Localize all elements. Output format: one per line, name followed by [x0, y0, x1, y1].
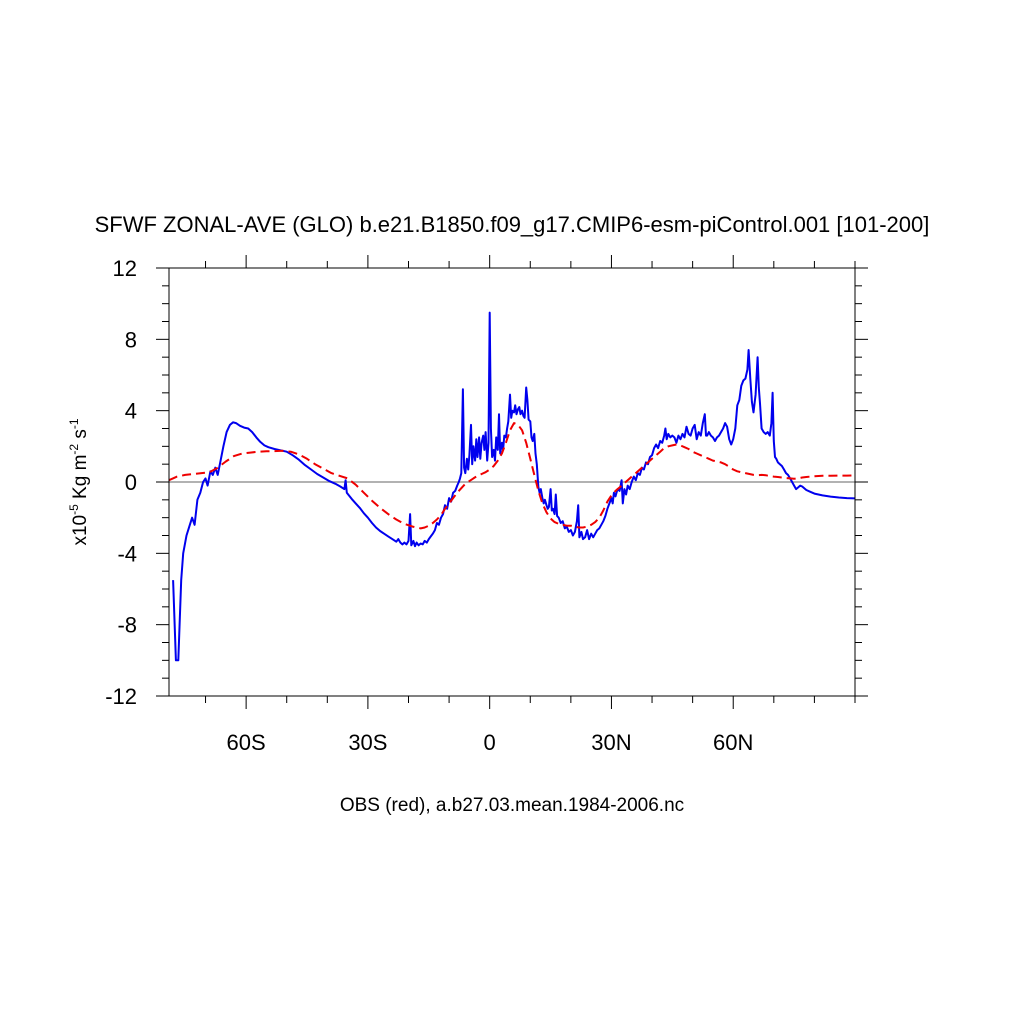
tick-layer: 60S 30S 0 30N 60N 12 8 4 0 -4 -8 -12 — [105, 255, 868, 755]
y-axis-label: x10-5 Kg m-2 s-1 — [67, 418, 91, 545]
y-label-mid2: s — [70, 429, 91, 444]
y-tick-label: 12 — [113, 256, 137, 281]
series-line-obs — [168, 422, 856, 530]
y-tick-label: -4 — [117, 541, 137, 566]
x-tick-label: 0 — [484, 730, 496, 755]
y-tick-label: 8 — [125, 327, 137, 352]
y-tick-label: 0 — [125, 470, 137, 495]
y-tick-label: 4 — [125, 399, 137, 424]
x-tick-label: 60S — [227, 730, 266, 755]
x-tick-label: 30N — [591, 730, 631, 755]
y-label-prefix: x10 — [70, 515, 91, 546]
plot-area: 60S 30S 0 30N 60N 12 8 4 0 -4 -8 -12 — [105, 255, 868, 755]
x-tick-label: 30S — [348, 730, 387, 755]
y-label-exp2: -2 — [67, 444, 81, 455]
y-label-exp3: -1 — [67, 418, 81, 429]
series-layer — [168, 311, 856, 662]
y-tick-label: -12 — [105, 684, 137, 709]
y-label-mid: Kg m — [70, 455, 91, 505]
series-line-model — [172, 311, 856, 662]
x-tick-label: 60N — [713, 730, 753, 755]
x-axis-label: OBS (red), a.b27.03.mean.1984-2006.nc — [340, 795, 684, 816]
y-label-exp1: -5 — [67, 504, 81, 515]
chart-title: SFWF ZONAL-AVE (GLO) b.e21.B1850.f09_g17… — [95, 212, 930, 237]
y-tick-label: -8 — [117, 613, 137, 638]
